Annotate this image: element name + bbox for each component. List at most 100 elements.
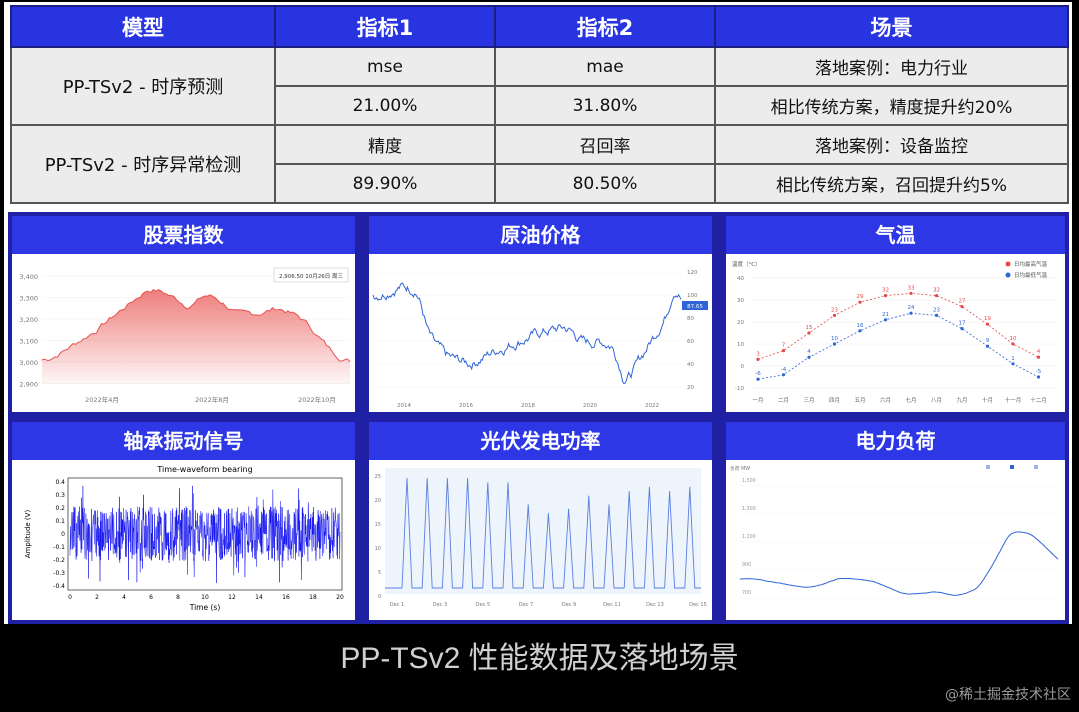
x-tick-label: 一月	[752, 397, 763, 404]
y-tick-label: 700	[742, 590, 751, 596]
panel-title: 光伏发电功率	[369, 422, 712, 460]
watermark: @稀土掘金技术社区	[945, 687, 1071, 703]
data-point	[756, 377, 760, 381]
panel-title: 电力负荷	[726, 422, 1065, 460]
y-tick-label: 120	[687, 270, 698, 276]
x-tick-label: Dec 11	[603, 602, 621, 608]
y-tick-label: 0	[61, 531, 65, 538]
y-tick-label: 40	[687, 362, 694, 368]
legend-label: 日均最低气温	[1014, 271, 1048, 279]
price-badge-label: 87.65	[687, 304, 703, 310]
data-point	[909, 311, 913, 315]
y-tick-label: 10	[737, 342, 744, 348]
y-axis-label: Amplitude (V)	[24, 510, 32, 559]
scenario-cell: 相比传统方案，召回提升约5%	[714, 163, 1069, 204]
x-tick-label: Dec 13	[646, 602, 664, 608]
metric1-cell: mse	[274, 46, 496, 87]
data-label: 32	[933, 288, 940, 294]
y-tick-label: 1,300	[742, 506, 756, 512]
page-caption: PP-TSv2 性能数据及落地场景	[340, 642, 739, 675]
metric2-cell: 召回率	[494, 124, 716, 165]
header-scenario: 场景	[714, 5, 1069, 48]
y-tick-label: 2,900	[19, 381, 38, 389]
solar-power-chart: 25 20 15 10 5 0 Dec 1 Dec 3 Dec 5 Dec 7 Dec 9 Dec 1…	[375, 468, 707, 608]
table-row: 89.90% 80.50% 相比传统方案，召回提升约5%	[11, 163, 1069, 204]
data-label: -4	[781, 367, 787, 373]
x-tick-label: 十月	[982, 396, 993, 404]
x-tick-label: 12	[228, 594, 236, 601]
header-metric2: 指标2	[494, 5, 716, 48]
x-tick-label: 0	[68, 594, 72, 601]
header-metric1: 指标1	[274, 5, 496, 48]
vibration-signal	[69, 485, 341, 583]
x-tick-label: 14	[255, 594, 263, 601]
y-tick-label: 0	[378, 594, 381, 600]
y-tick-label: 3,100	[19, 338, 38, 346]
x-tick-label: 七月	[905, 396, 916, 404]
chart-title: Time-waveform bearing	[156, 465, 252, 474]
metric1-cell: 21.00%	[274, 85, 496, 126]
data-label: 16	[857, 323, 864, 329]
x-tick-label: 五月	[854, 397, 865, 404]
series-line	[739, 531, 1059, 596]
y-tick-label: 0.1	[55, 518, 65, 525]
y-tick-label: -0.2	[53, 557, 65, 564]
data-label: 29	[857, 294, 864, 300]
bearing-vibration-chart: Time-waveform bearing 0.4 0.3 0.2 0.1 0 -0.1 -0…	[24, 465, 344, 612]
data-label: 19	[984, 316, 991, 322]
data-point	[934, 313, 939, 317]
metric1-cell: 89.90%	[274, 163, 496, 204]
data-label: 10	[1010, 336, 1017, 342]
data-point	[883, 318, 888, 322]
x-tick-label: Dec 9	[562, 602, 576, 608]
y-tick-label: 3,200	[19, 316, 38, 324]
data-point	[858, 300, 862, 304]
x-tick-label: 2022年4月	[85, 395, 119, 404]
panel-bearing: 轴承振动信号 Time-waveform bearing 0.4 0.3 0.2 0.1…	[12, 422, 355, 620]
data-label: -6	[755, 371, 761, 377]
scenario-cell: 落地案例：设备监控	[714, 124, 1069, 165]
panel-oil: 原油价格 120 100 80 60 40 20 87.65 2014 2016 2018 2020…	[369, 216, 712, 412]
x-tick-label: Dec 5	[476, 602, 490, 608]
x-tick-label: 8	[176, 594, 180, 601]
data-label: 24	[908, 305, 915, 311]
data-label: 21	[882, 312, 889, 318]
panel-load: 电力负荷 负荷 MW 1,500 1,300 1,100 900 700	[726, 422, 1065, 620]
x-tick-label: 十一月	[1005, 396, 1022, 404]
x-tick-label: 2014	[397, 403, 411, 409]
oil-price-chart: 120 100 80 60 40 20 87.65 2014 2016 2018 2020 2022	[372, 270, 708, 409]
axis-unit-label: 温度（°C）	[732, 260, 761, 268]
y-tick-label: 1,100	[742, 534, 756, 540]
y-tick-label: -10	[735, 386, 744, 392]
y-tick-label: 20	[687, 385, 694, 391]
y-tick-label: 3,400	[19, 273, 38, 281]
data-label: 4	[1037, 349, 1041, 355]
y-tick-label: 0.3	[55, 492, 65, 499]
data-point	[756, 357, 760, 361]
y-tick-label: -0.1	[53, 544, 65, 551]
data-label: 3	[756, 351, 760, 357]
y-tick-label: 80	[687, 316, 694, 322]
data-label: 1	[1011, 356, 1015, 362]
y-tick-label: 0	[741, 364, 745, 370]
data-label: 17	[959, 321, 966, 327]
x-tick-label: 六月	[880, 396, 891, 404]
axis-unit-label: 负荷 MW	[730, 465, 750, 472]
data-label: 23	[831, 307, 838, 313]
data-point	[934, 294, 939, 298]
data-label: 7	[782, 343, 786, 349]
data-point	[807, 331, 811, 335]
x-tick-label: Dec 1	[390, 602, 404, 608]
tooltip-text: 2,906.50 10月26日 周三	[279, 273, 343, 280]
series-line	[757, 312, 1039, 380]
data-label: 33	[908, 285, 915, 291]
y-tick-label: 3,300	[19, 295, 38, 303]
x-tick-label: Dec 15	[689, 602, 707, 608]
data-point	[1036, 355, 1041, 359]
data-label: -5	[1036, 369, 1042, 375]
table-row: PP-TSv2 - 时序预测 mse mae 落地案例：电力行业	[10, 46, 1069, 126]
x-tick-label: 10	[201, 594, 209, 601]
price-badge	[682, 301, 708, 310]
x-tick-label: Dec 3	[433, 602, 447, 608]
